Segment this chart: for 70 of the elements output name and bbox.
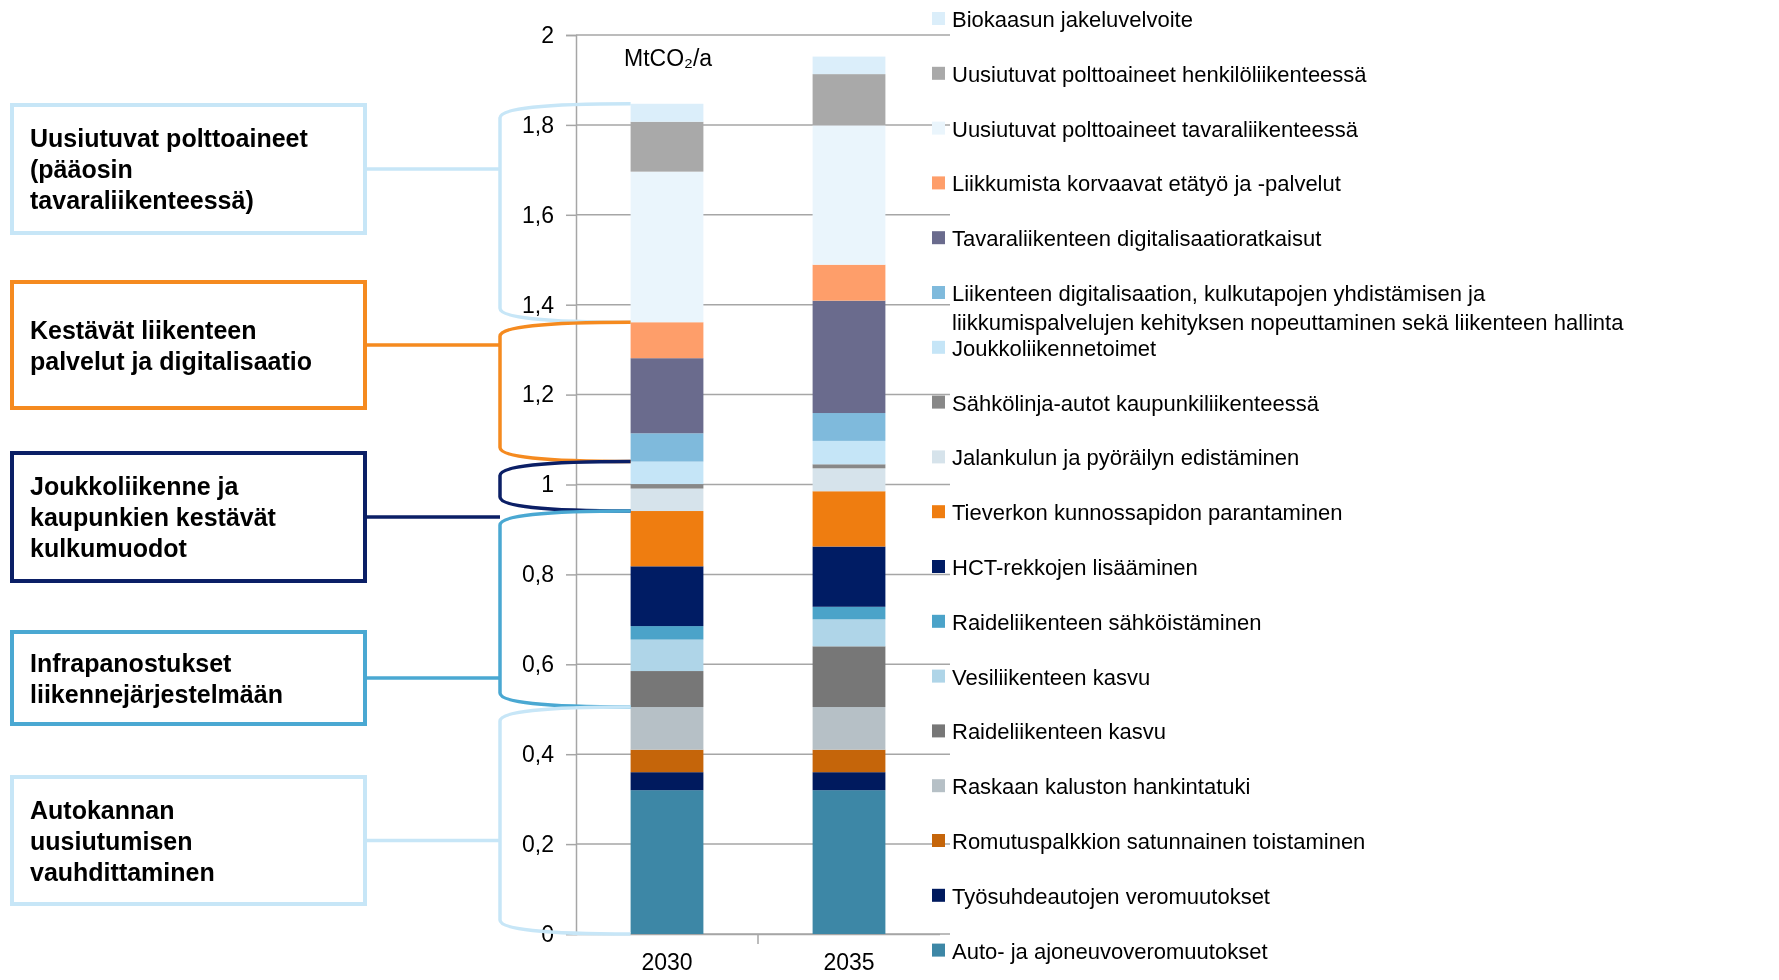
bar [812,772,886,791]
bar [812,56,886,75]
y-tick-label: 0,6 [522,651,554,678]
x-tick-label: 2030 [641,949,693,976]
y-tick-label: 1 [541,471,554,498]
y-tick-label: 0,4 [522,741,555,768]
legend-label: Jalankulun ja pyöräilyn edistäminen [952,445,1300,471]
bar [630,484,704,489]
bar [630,358,704,434]
bar [630,639,704,672]
text: Infrapanostukset liikennejärjestelmään [30,648,283,708]
bar [812,491,886,547]
legend-label: HCT-rekkojen lisääminen [952,555,1198,580]
legend-label: Biokaasun jakeluvelvoite [952,7,1193,32]
legend-label: Raideliikenteen kasvu [952,719,1167,745]
legend-label: Romutuspalkkion satunnainen toistaminen [952,829,1366,854]
bar [812,606,886,620]
bar [630,772,704,791]
bar [630,626,704,640]
legend-label: Raideliikenteen sähköistäminen [952,609,1262,635]
legend-label: Liikkumista korvaavat etätyö ja -palvelut [952,171,1341,197]
y-axis-title: MtCO₂/a [624,45,713,71]
bar [630,171,704,323]
legend-label: Uusiutuvat polttoaineet tavaraliikenteessä [952,116,1359,142]
bar [812,264,886,301]
text: Autokannan uusiutumisen vauhdittaminen [30,795,215,886]
bar [812,125,886,265]
y-tick-label: 1,4 [522,291,555,318]
y-tick-label: 0,2 [522,830,554,857]
legend-label: Liikenteen digitalisaation, kulkutapojen yhdistämisen ja liikkumispalvelujen kehityksen nopeuttaminen sekä liikenteen hallinta [952,281,1625,335]
bar [630,790,704,934]
bar [630,461,704,485]
bar [630,749,704,773]
legend-label: Työsuhdeautojen veromuutokset [952,883,1270,909]
bar [812,619,886,647]
bar [812,464,886,469]
bar [630,511,704,567]
legend-label: Raskaan kaluston hankintatuki [952,774,1251,800]
bar [812,468,886,492]
bar [812,749,886,773]
y-tick-label: 2 [541,21,554,48]
legend-label: Sähkölinja-autot kaupunkiliikenteessä [952,390,1320,416]
bar [812,790,886,934]
bar [630,103,704,122]
legend-label: Vesiliikenteen kasvu [952,664,1151,690]
y-tick-label: 1,6 [522,201,554,228]
bar [812,440,886,465]
bar [630,566,704,627]
y-tick-label: 0,8 [522,561,554,588]
bar [630,671,704,707]
bar [630,433,704,462]
bar [630,488,704,512]
bar [812,707,886,750]
x-tick-label: 2035 [823,949,875,976]
legend-label: Joukkoliikennetoimet [952,335,1157,361]
bar [812,546,886,607]
y-tick-label: 1,2 [522,381,554,408]
text: Kestävät liikenteen palvelut ja digitalisaatio [30,315,313,375]
legend-label: Tieverkon kunnossapidon parantaminen [952,500,1343,526]
bar [812,300,886,414]
bar [812,413,886,441]
y-tick-label: 1,8 [522,111,554,138]
legend-label: Auto- ja ajoneuvoveromuutokset [952,938,1268,964]
text: Joukkoliikenne ja kaupunkien kestävät kulkumuodot [30,472,277,562]
bar [630,322,704,359]
text: Uusiutuvat polttoaineet (pääosin tavaraliikenteessä) [30,124,309,214]
bar [630,707,704,750]
legend-label: Tavaraliikenteen digitalisaatioratkaisut [952,226,1322,252]
legend-label: Uusiutuvat polttoaineet henkilöliikenteessä [952,61,1368,87]
bar [812,646,886,707]
